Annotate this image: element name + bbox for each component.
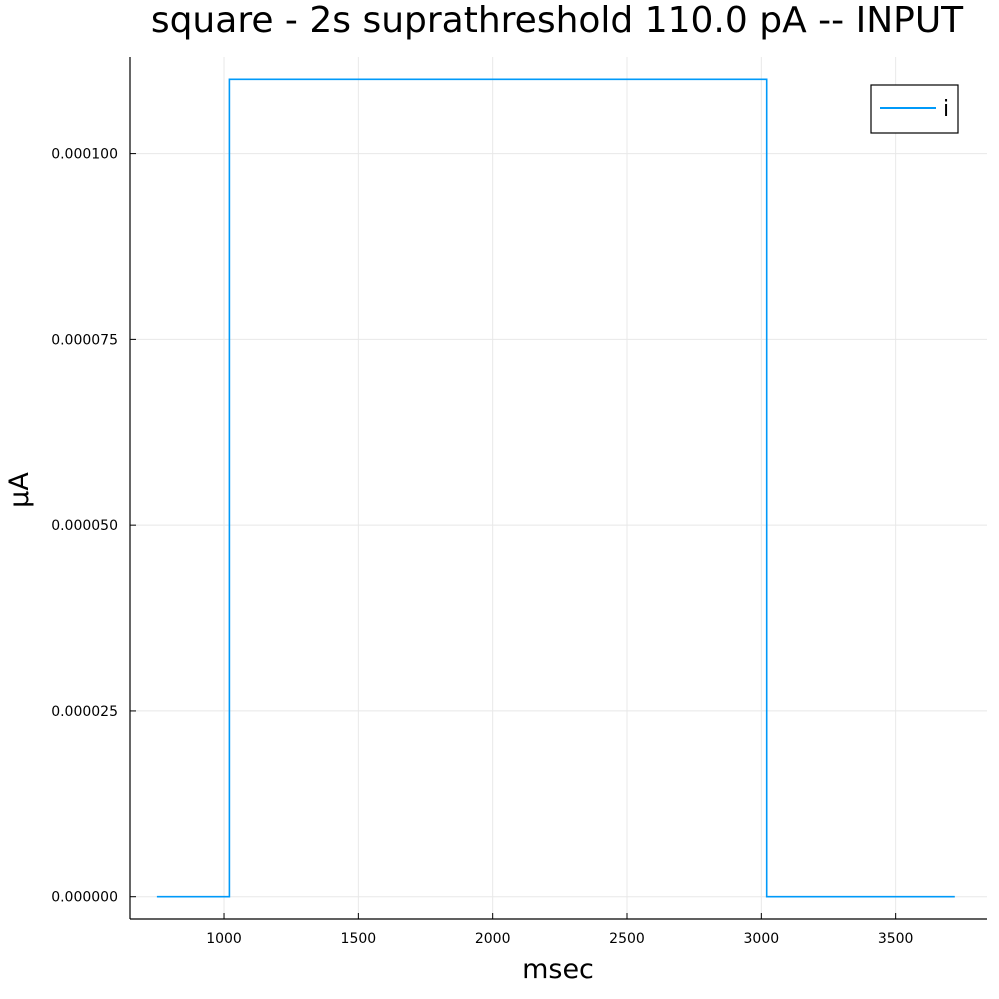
- x-ticks: 1000 1500 2000 2500 3000 3500: [206, 913, 913, 947]
- legend-label-i: i: [943, 97, 949, 122]
- x-tick-label: 3000: [744, 931, 780, 947]
- x-axis-label: msec: [522, 954, 594, 985]
- series-line-i: [156, 78, 955, 898]
- axes: [129, 57, 987, 920]
- grid-lines: [130, 57, 987, 919]
- y-tick-label: 0.000000: [51, 890, 118, 906]
- x-tick-label: 1000: [206, 931, 242, 947]
- x-tick-label: 1500: [341, 931, 377, 947]
- y-tick-label: 0.000050: [51, 518, 118, 534]
- y-axis-label: µA: [4, 472, 35, 508]
- y-tick-label: 0.000025: [51, 704, 118, 720]
- x-tick-label: 2000: [475, 931, 511, 947]
- y-tick-label: 0.000075: [51, 332, 118, 348]
- chart-title: square - 2s suprathreshold 110.0 pA -- I…: [151, 0, 964, 41]
- x-tick-label: 3500: [878, 931, 914, 947]
- x-tick-label: 2500: [609, 931, 645, 947]
- series-layer: [156, 78, 955, 898]
- y-tick-label: 0.000100: [51, 147, 118, 163]
- legend: i: [870, 84, 959, 134]
- y-ticks: 0.000000 0.000025 0.000050 0.000075 0.000100: [51, 147, 136, 906]
